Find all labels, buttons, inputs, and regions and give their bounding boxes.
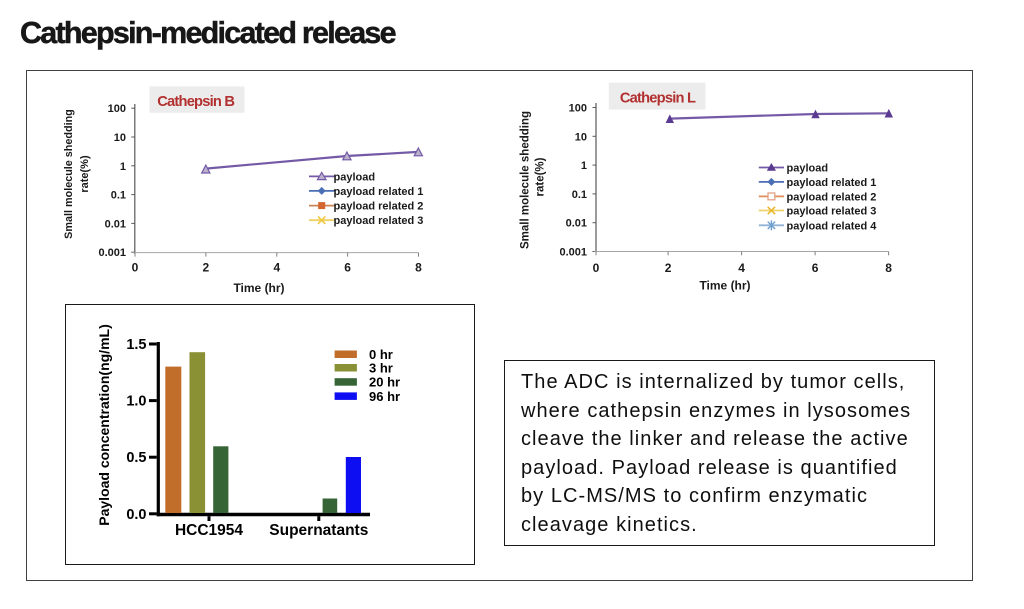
svg-text:payload related 2: payload related 2 [787,191,877,203]
svg-text:0 hr: 0 hr [369,347,393,362]
svg-text:8: 8 [415,261,422,275]
svg-text:1: 1 [581,160,587,172]
svg-text:Time (hr): Time (hr) [699,279,750,293]
svg-text:1.0: 1.0 [126,394,146,410]
svg-text:payload: payload [787,163,829,175]
svg-text:Supernatants: Supernatants [269,522,368,539]
svg-text:rate(%): rate(%) [79,155,91,193]
svg-text:Cathepsin L: Cathepsin L [620,90,696,106]
svg-text:HCC1954: HCC1954 [175,522,243,539]
svg-text:0.1: 0.1 [111,190,126,202]
svg-text:0.0: 0.0 [126,507,146,523]
svg-text:1: 1 [120,161,126,173]
svg-text:3 hr: 3 hr [369,361,393,376]
svg-text:Cathepsin B: Cathepsin B [157,94,234,110]
svg-text:10: 10 [575,131,587,143]
svg-text:payload related 4: payload related 4 [787,220,878,232]
svg-text:0.01: 0.01 [566,218,587,230]
svg-text:20 hr: 20 hr [369,375,400,390]
svg-text:payload related 2: payload related 2 [334,201,424,213]
svg-text:4: 4 [738,261,745,275]
svg-text:0.001: 0.001 [559,247,587,259]
svg-text:2: 2 [665,261,672,275]
svg-text:Small molecule shedding: Small molecule shedding [520,111,532,249]
svg-text:0.5: 0.5 [126,450,146,466]
svg-text:payload related 3: payload related 3 [787,206,877,218]
svg-text:payload related 1: payload related 1 [787,177,877,189]
svg-text:Small molecule shedding: Small molecule shedding [63,109,75,239]
svg-text:0: 0 [132,261,139,275]
svg-text:payload: payload [334,171,376,183]
svg-text:0.1: 0.1 [572,189,587,201]
svg-text:96 hr: 96 hr [369,389,400,404]
svg-text:Payload concentration(ng/mL): Payload concentration(ng/mL) [96,324,112,525]
svg-text:payload related 1: payload related 1 [334,186,424,198]
svg-text:payload related 3: payload related 3 [334,215,424,227]
svg-text:8: 8 [885,261,892,275]
svg-text:10: 10 [114,132,126,144]
svg-text:6: 6 [812,261,819,275]
svg-text:Time (hr): Time (hr) [233,281,284,295]
svg-text:100: 100 [108,103,126,115]
svg-text:0: 0 [593,261,600,275]
svg-text:0.01: 0.01 [105,218,126,230]
svg-text:2: 2 [203,261,210,275]
svg-text:0.001: 0.001 [98,247,126,259]
svg-text:1.5: 1.5 [126,337,146,353]
svg-text:rate(%): rate(%) [535,157,547,196]
svg-text:100: 100 [569,103,587,115]
svg-text:6: 6 [344,261,351,275]
svg-text:4: 4 [273,261,280,275]
